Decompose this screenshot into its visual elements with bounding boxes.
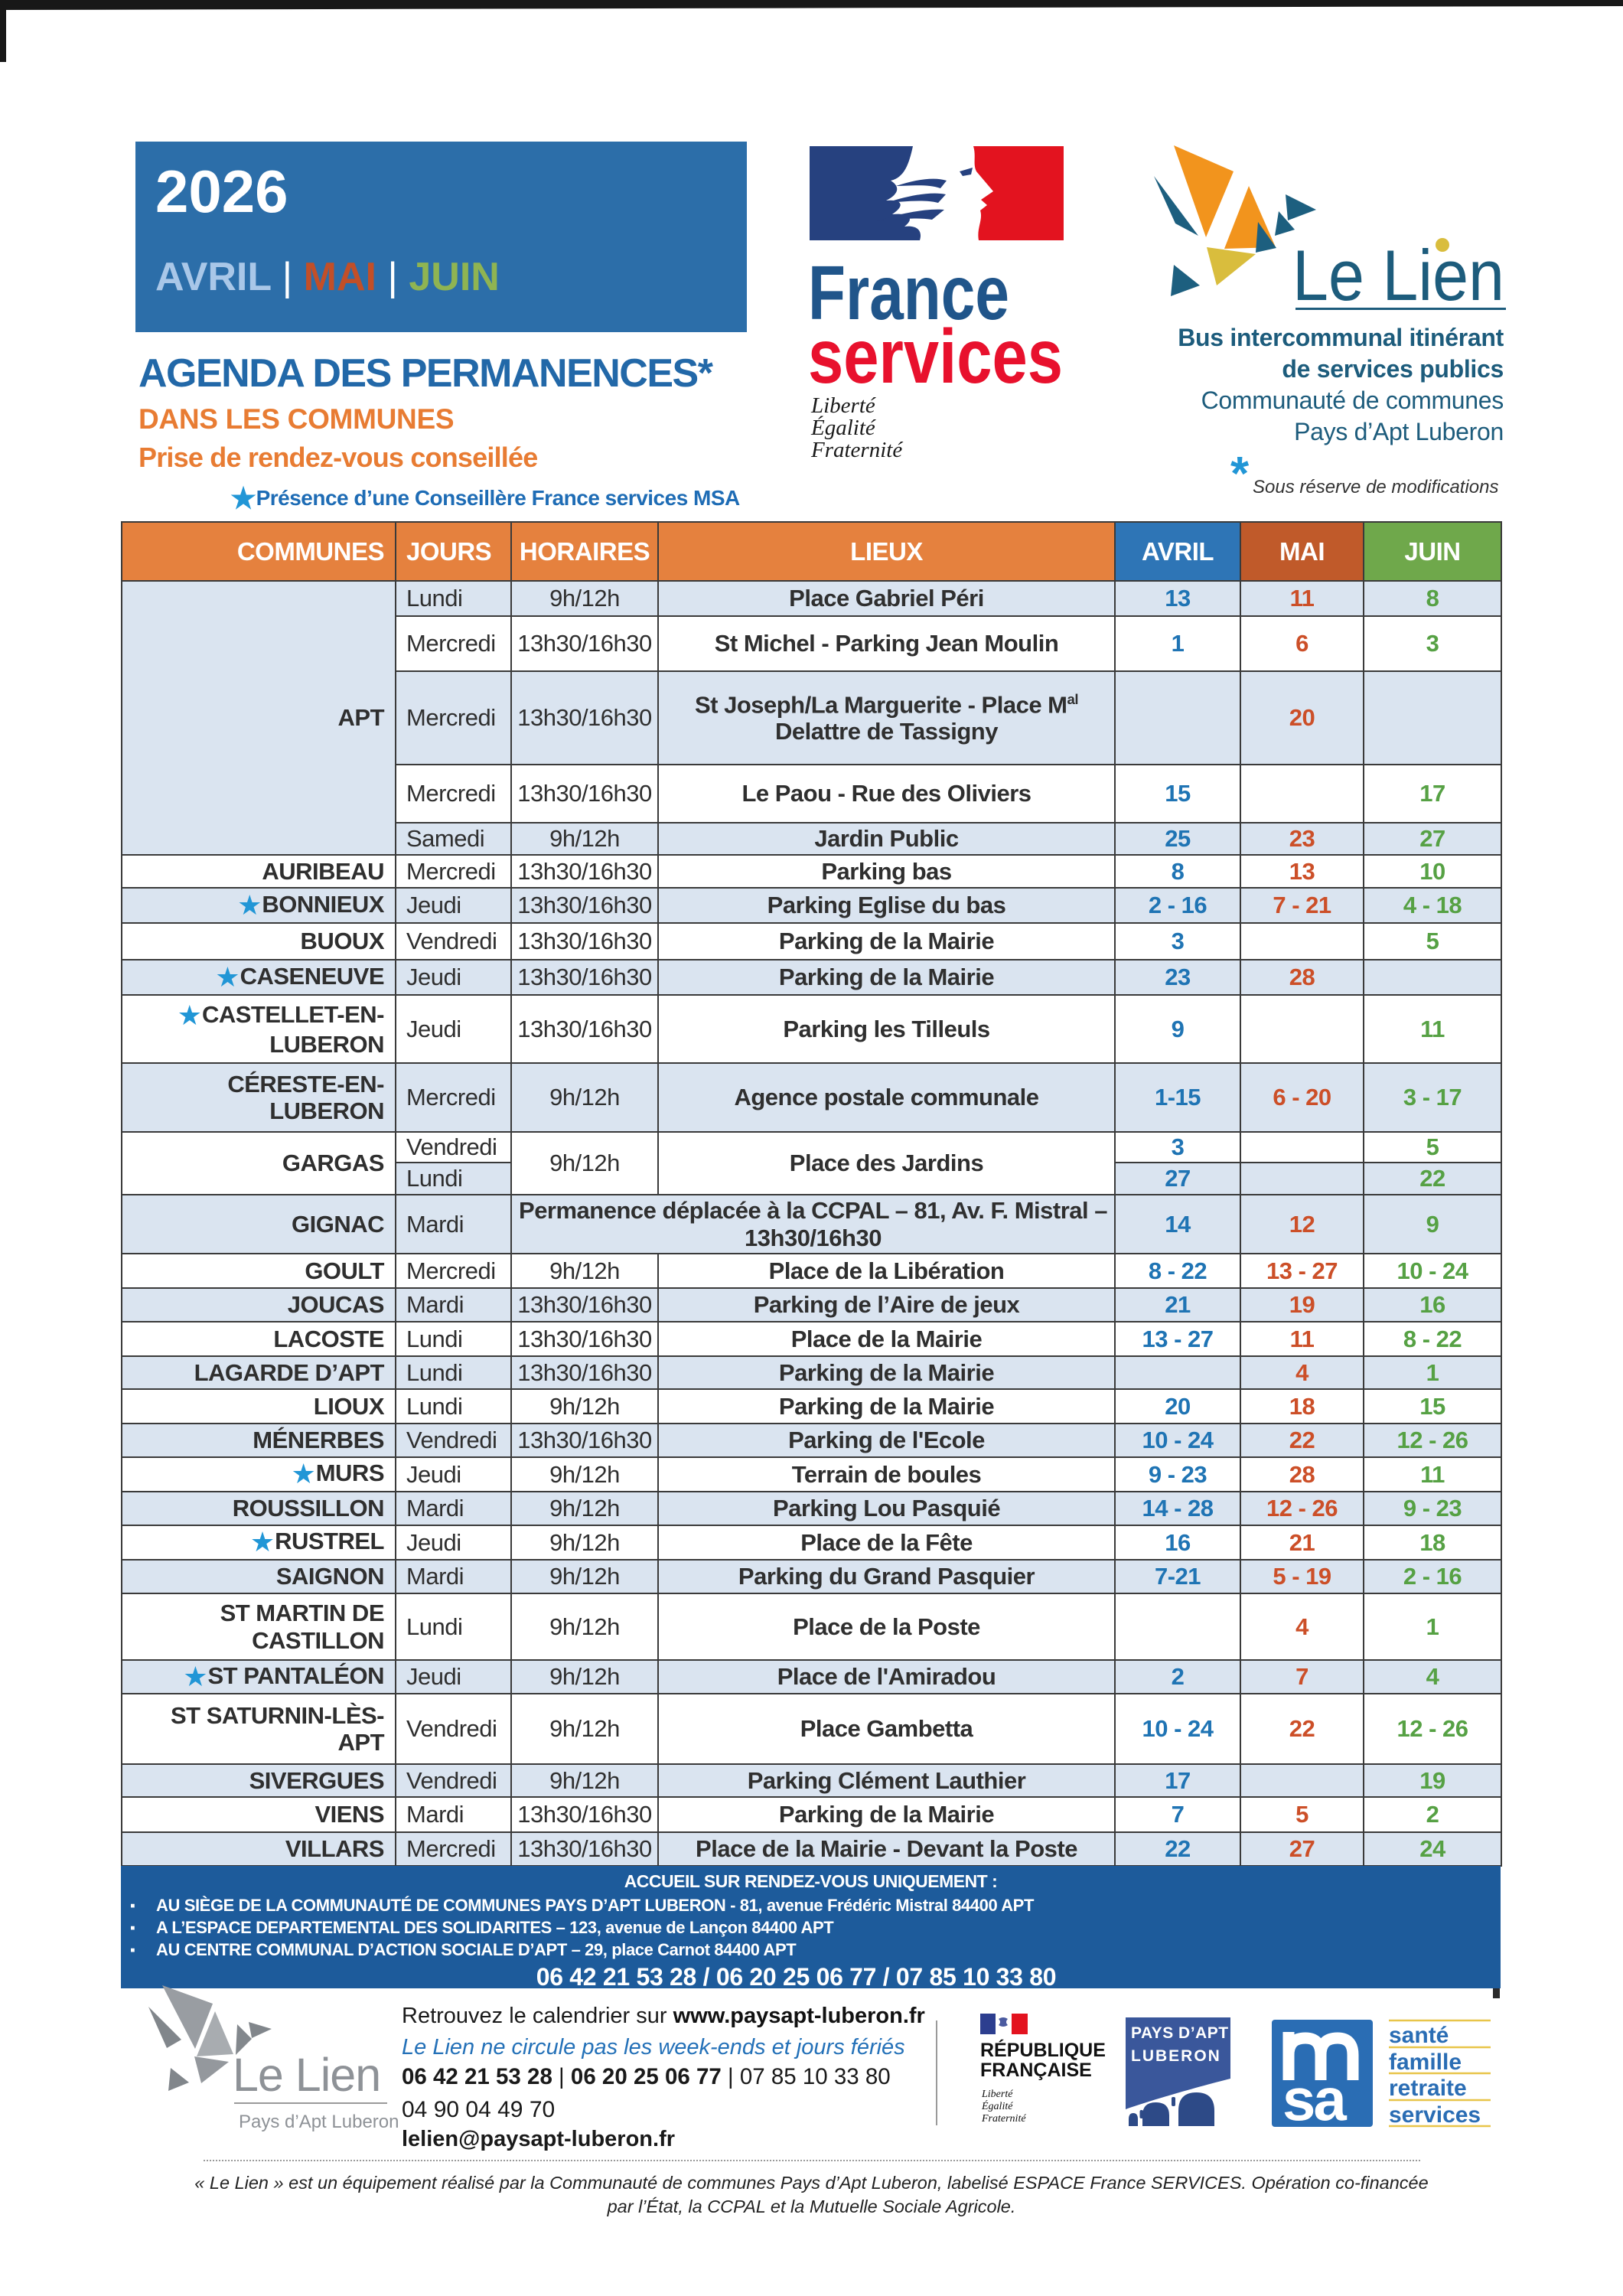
- svg-text:services: services: [808, 314, 1063, 400]
- svg-text:Pays d’Apt Luberon: Pays d’Apt Luberon: [239, 2112, 399, 2132]
- svg-text:famille: famille: [1389, 2050, 1462, 2075]
- svg-text:Fraternité: Fraternité: [810, 438, 903, 462]
- svg-text:sa: sa: [1282, 2066, 1347, 2130]
- svg-text:de services publics: de services publics: [1282, 355, 1504, 383]
- svg-text:France: France: [808, 250, 1009, 336]
- svg-text:Le Lien: Le Lien: [1292, 235, 1504, 315]
- svg-text:LUBERON: LUBERON: [1131, 2047, 1221, 2065]
- svg-text:Bus intercommunal itinérant: Bus intercommunal itinérant: [1178, 324, 1504, 351]
- svg-text:services: services: [1389, 2102, 1481, 2128]
- svg-text:PAYS D’APT: PAYS D’APT: [1131, 2024, 1229, 2042]
- svg-text:santé: santé: [1389, 2023, 1449, 2048]
- svg-text:Communauté de communes: Communauté de communes: [1201, 386, 1504, 414]
- svg-text:*: *: [1230, 448, 1250, 501]
- svg-text:Sous réserve de modifications: Sous réserve de modifications: [1253, 477, 1499, 497]
- svg-text:retraite: retraite: [1389, 2076, 1467, 2101]
- svg-text:Pays d’Apt Luberon: Pays d’Apt Luberon: [1294, 418, 1504, 445]
- svg-text:Le Lien: Le Lien: [233, 2049, 380, 2101]
- svg-text:Liberté: Liberté: [810, 393, 876, 418]
- svg-text:Égalité: Égalité: [810, 415, 876, 440]
